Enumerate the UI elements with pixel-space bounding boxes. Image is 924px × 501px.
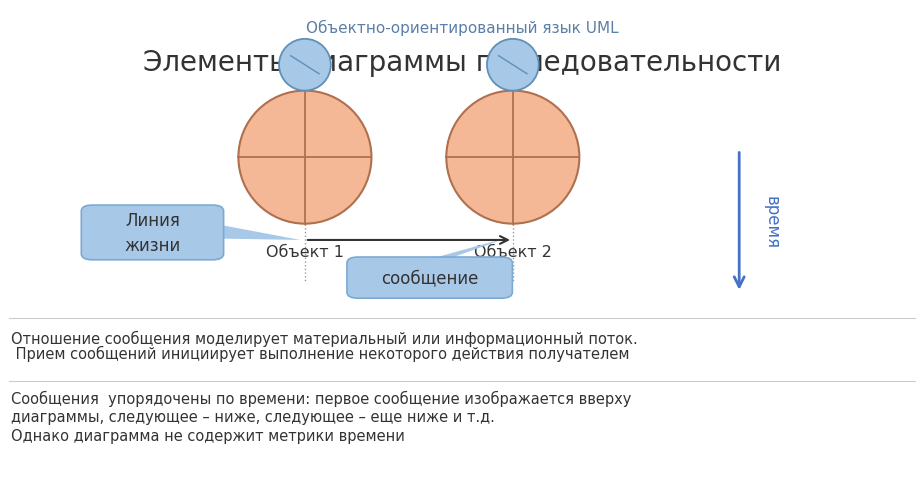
Text: Однако диаграмма не содержит метрики времени: Однако диаграмма не содержит метрики вре… xyxy=(11,428,405,443)
Text: диаграммы, следующее – ниже, следующее – еще ниже и т.д.: диаграммы, следующее – ниже, следующее –… xyxy=(11,409,495,424)
Ellipse shape xyxy=(279,40,331,91)
Text: Элементы диаграммы последовательности: Элементы диаграммы последовательности xyxy=(143,49,781,77)
Text: Прием сообщений инициирует выполнение некоторого действия получателем: Прием сообщений инициирует выполнение не… xyxy=(11,345,629,361)
Text: время: время xyxy=(762,195,781,248)
Text: Отношение сообщения моделирует материальный или информационный поток.: Отношение сообщения моделирует материаль… xyxy=(11,330,638,346)
FancyBboxPatch shape xyxy=(347,258,512,299)
Text: Линия
жизни: Линия жизни xyxy=(125,211,180,255)
FancyBboxPatch shape xyxy=(81,205,224,261)
Text: Объект 2: Объект 2 xyxy=(474,244,552,259)
Ellipse shape xyxy=(238,91,371,224)
Polygon shape xyxy=(416,238,508,264)
Text: Объектно-ориентированный язык UML: Объектно-ориентированный язык UML xyxy=(306,20,618,36)
Ellipse shape xyxy=(487,40,539,91)
Polygon shape xyxy=(213,224,300,240)
Ellipse shape xyxy=(446,91,579,224)
Text: Сообщения  упорядочены по времени: первое сообщение изображается вверху: Сообщения упорядочены по времени: первое… xyxy=(11,390,631,406)
Text: Объект 1: Объект 1 xyxy=(266,244,344,259)
Text: сообщение: сообщение xyxy=(381,269,479,287)
